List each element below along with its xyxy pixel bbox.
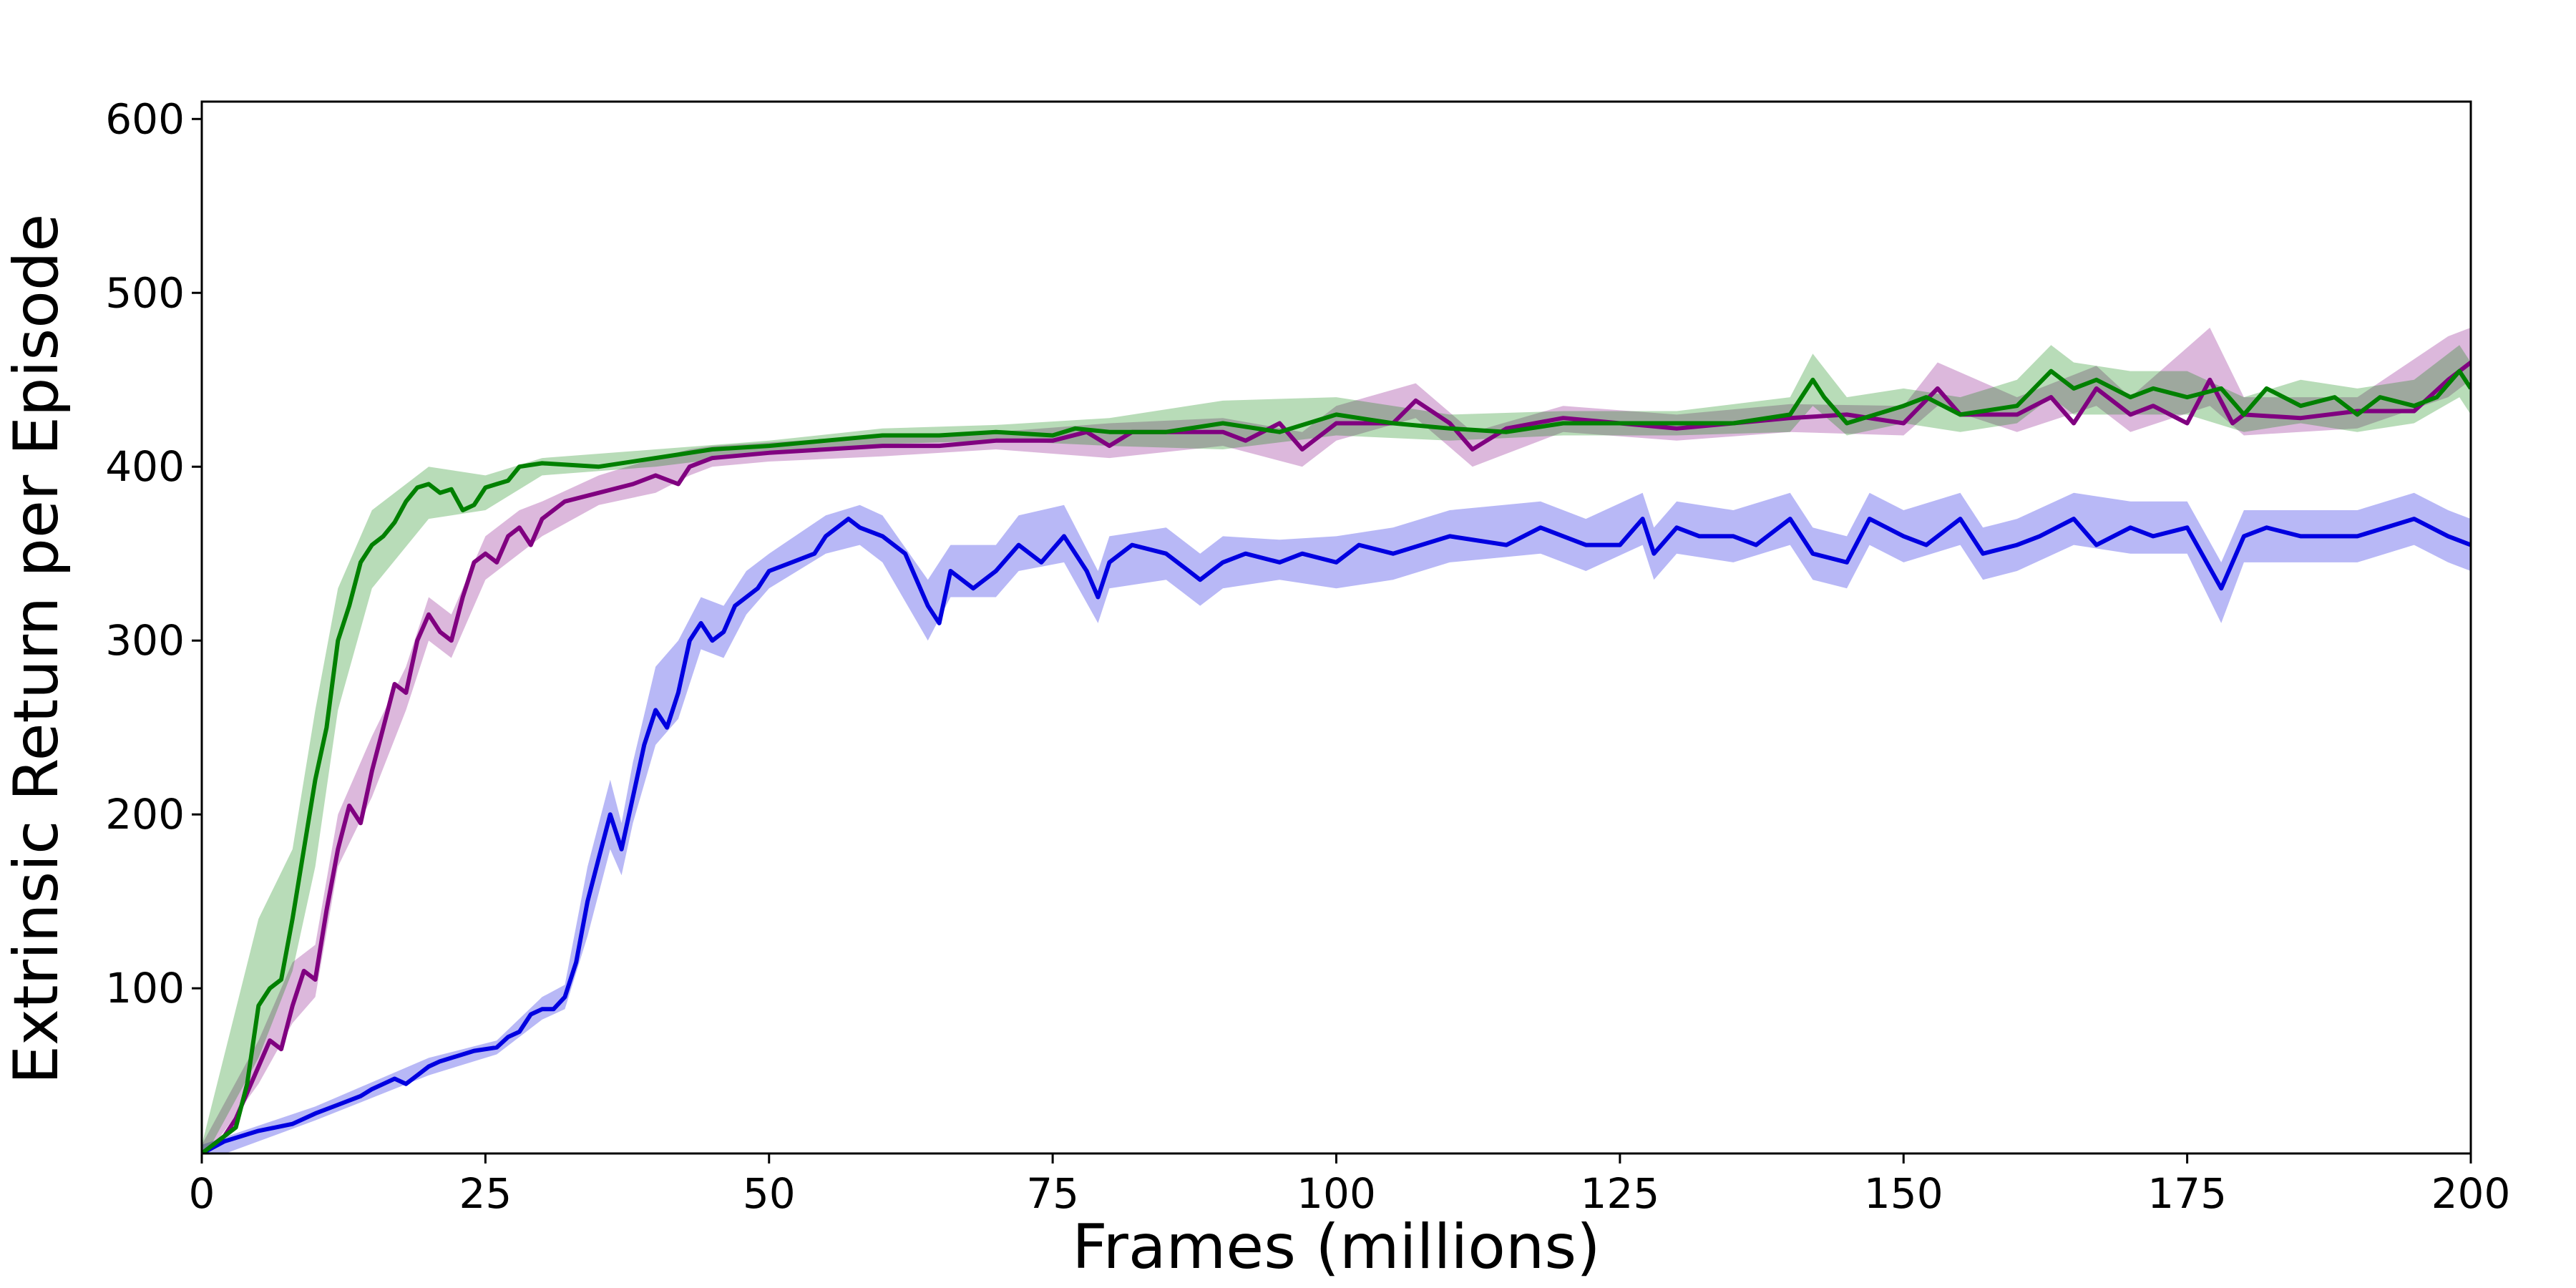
x-tick-label: 200 [2431,1169,2511,1218]
series-1-band [202,327,2471,1153]
series-1-line [202,361,2471,1153]
plot-frame [200,100,2472,1155]
series-2-band [202,492,2471,1153]
x-axis-label: Frames (millions) [1072,1211,1600,1283]
series-0-line [202,369,2471,1153]
x-tick-label: 0 [189,1169,215,1218]
x-axis: 0 25 50 75 100 125 150 175 200 [189,1153,2511,1218]
y-tick-label: 100 [105,964,185,1013]
y-tick-label: 200 [105,790,185,839]
x-tick-label: 100 [1297,1169,1376,1218]
y-axis: 100 200 300 400 500 600 [105,94,202,1013]
y-axis-label: Extrinsic Return per Episode [1,214,72,1085]
series-0-band [202,345,2471,1153]
y-tick-label: 600 [105,94,185,143]
x-tick-label: 150 [1864,1169,1943,1218]
x-tick-label: 175 [2147,1169,2227,1218]
series-2-line [202,517,2471,1153]
y-tick-label: 400 [105,442,185,491]
confidence-bands [202,327,2471,1153]
y-tick-label: 300 [105,616,185,665]
x-tick-label: 50 [743,1169,796,1218]
y-tick-label: 500 [105,268,185,317]
x-tick-label: 25 [459,1169,512,1218]
x-tick-label: 75 [1026,1169,1079,1218]
series-lines [202,361,2471,1153]
x-tick-label: 125 [1581,1169,1660,1218]
